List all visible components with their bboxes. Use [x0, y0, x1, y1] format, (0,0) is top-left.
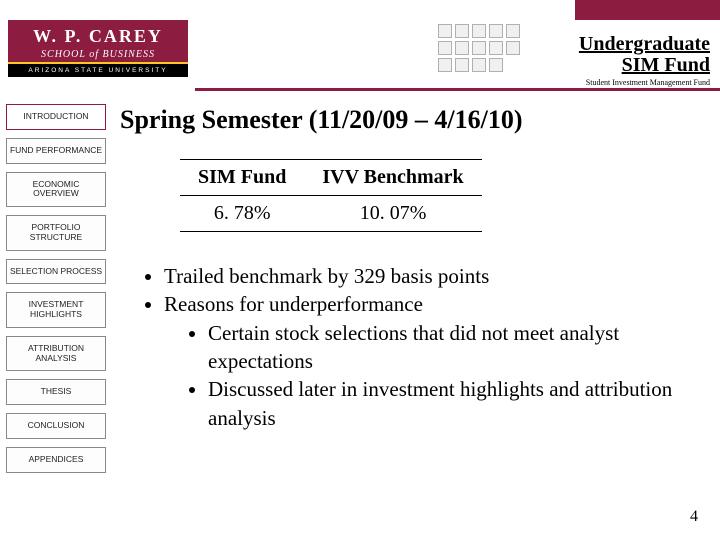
grid-square	[489, 41, 503, 55]
logo-maroon-block: W. P. CAREY SCHOOL of BUSINESS	[8, 20, 188, 64]
nav-selection-process[interactable]: SELECTION PROCESS	[6, 259, 106, 285]
grid-square	[455, 58, 469, 72]
grid-square	[472, 24, 486, 38]
header-title-block: Undergraduate SIM Fund Student Investmen…	[579, 34, 710, 87]
grid-square	[438, 58, 452, 72]
page-number: 4	[690, 508, 698, 526]
cell-ivv-value: 10. 07%	[304, 196, 481, 232]
bullet-1: Trailed benchmark by 329 basis points	[164, 262, 705, 290]
performance-table: SIM Fund IVV Benchmark 6. 78% 10. 07%	[180, 159, 482, 232]
grid-square	[506, 41, 520, 55]
grid-square	[472, 41, 486, 55]
header-title-line1: Undergraduate	[579, 33, 710, 55]
bullet-list: Trailed benchmark by 329 basis points Re…	[140, 262, 705, 432]
col-sim-fund: SIM Fund	[180, 160, 304, 196]
col-ivv-benchmark: IVV Benchmark	[304, 160, 481, 196]
grid-square	[438, 24, 452, 38]
header-title: Undergraduate SIM Fund	[579, 34, 710, 76]
bullet-2-text: Reasons for underperformance	[164, 292, 423, 316]
slide-content: Spring Semester (11/20/09 – 4/16/10) SIM…	[120, 105, 705, 432]
grid-square	[489, 58, 503, 72]
logo-text-main: W. P. CAREY	[8, 26, 188, 47]
nav-attribution-analysis[interactable]: ATTRIBUTION ANALYSIS	[6, 336, 106, 372]
logo-university: ARIZONA STATE UNIVERSITY	[8, 64, 188, 77]
nav-thesis[interactable]: THESIS	[6, 379, 106, 405]
logo-text-school: SCHOOL of BUSINESS	[8, 49, 188, 60]
wp-carey-logo: W. P. CAREY SCHOOL of BUSINESS ARIZONA S…	[8, 20, 188, 77]
nav-introduction[interactable]: INTRODUCTION	[6, 104, 106, 130]
table-header-row: SIM Fund IVV Benchmark	[180, 160, 482, 196]
nav-appendices[interactable]: APPENDICES	[6, 447, 106, 473]
slide-title: Spring Semester (11/20/09 – 4/16/10)	[120, 105, 705, 135]
sub-bullet-1: Certain stock selections that did not me…	[208, 319, 705, 376]
nav-portfolio-structure[interactable]: PORTFOLIO STRUCTURE	[6, 215, 106, 251]
grid-square	[438, 41, 452, 55]
header-title-line2: SIM Fund	[622, 54, 710, 76]
bullet-2: Reasons for underperformance Certain sto…	[164, 290, 705, 432]
sub-bullet-2: Discussed later in investment highlights…	[208, 375, 705, 432]
decorative-grid	[438, 24, 520, 72]
nav-conclusion[interactable]: CONCLUSION	[6, 413, 106, 439]
grid-square	[506, 24, 520, 38]
grid-square	[455, 41, 469, 55]
header-divider	[195, 88, 720, 91]
nav-fund-performance[interactable]: FUND PERFORMANCE	[6, 138, 106, 164]
grid-square	[489, 24, 503, 38]
table-data-row: 6. 78% 10. 07%	[180, 196, 482, 232]
grid-square	[455, 24, 469, 38]
header-subtitle: Student Investment Management Fund	[579, 78, 710, 87]
nav-investment-highlights[interactable]: INVESTMENT HIGHLIGHTS	[6, 292, 106, 328]
cell-sim-value: 6. 78%	[180, 196, 304, 232]
grid-square	[472, 58, 486, 72]
nav-economic-overview[interactable]: ECONOMIC OVERVIEW	[6, 172, 106, 208]
header: W. P. CAREY SCHOOL of BUSINESS ARIZONA S…	[0, 0, 720, 100]
sidebar-nav: INTRODUCTION FUND PERFORMANCE ECONOMIC O…	[6, 104, 106, 473]
